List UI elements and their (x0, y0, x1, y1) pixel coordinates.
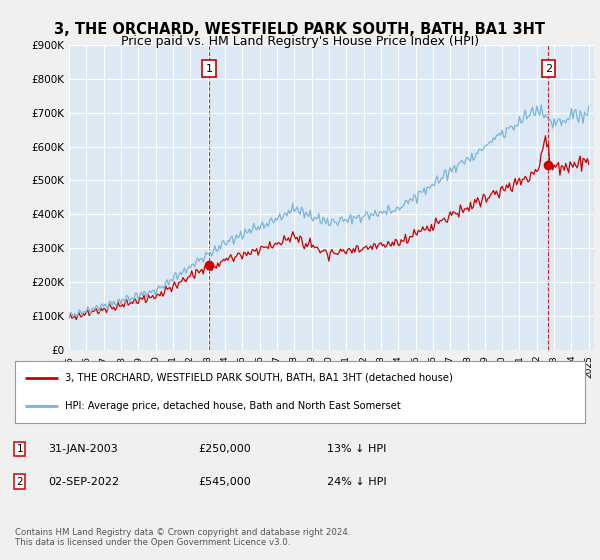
Text: £545,000: £545,000 (198, 477, 251, 487)
Text: 13% ↓ HPI: 13% ↓ HPI (327, 444, 386, 454)
Text: Price paid vs. HM Land Registry's House Price Index (HPI): Price paid vs. HM Land Registry's House … (121, 35, 479, 48)
Text: £250,000: £250,000 (198, 444, 251, 454)
Text: 1: 1 (16, 444, 23, 454)
Text: 1: 1 (205, 63, 212, 73)
Text: 3, THE ORCHARD, WESTFIELD PARK SOUTH, BATH, BA1 3HT (detached house): 3, THE ORCHARD, WESTFIELD PARK SOUTH, BA… (65, 373, 453, 383)
Text: HPI: Average price, detached house, Bath and North East Somerset: HPI: Average price, detached house, Bath… (65, 401, 401, 411)
Text: 02-SEP-2022: 02-SEP-2022 (48, 477, 119, 487)
Text: 2: 2 (16, 477, 23, 487)
Text: 2: 2 (545, 63, 552, 73)
Text: 24% ↓ HPI: 24% ↓ HPI (327, 477, 386, 487)
Text: 31-JAN-2003: 31-JAN-2003 (48, 444, 118, 454)
Text: Contains HM Land Registry data © Crown copyright and database right 2024.
This d: Contains HM Land Registry data © Crown c… (15, 528, 350, 547)
Text: 3, THE ORCHARD, WESTFIELD PARK SOUTH, BATH, BA1 3HT: 3, THE ORCHARD, WESTFIELD PARK SOUTH, BA… (55, 22, 545, 38)
